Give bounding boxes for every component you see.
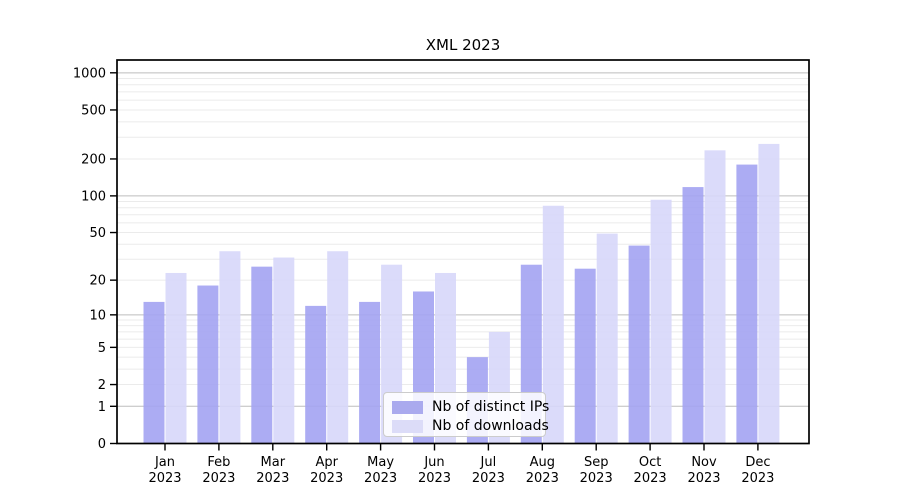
x-tick-label-month: Feb [207,455,230,470]
x-tick-label-month: May [367,455,394,470]
bar-mar-downloads [273,257,295,444]
bar-dec-ips [736,164,758,444]
x-tick-label-month: Oct [639,455,661,470]
y-tick-label: 0 [98,437,106,452]
legend-item-downloads: Nb of downloads [392,417,549,435]
bar-feb-downloads [219,251,241,444]
legend-item-distinct-ips: Nb of distinct IPs [392,398,549,416]
bar-oct-downloads [650,199,672,444]
x-axis: Jan2023Feb2023Mar2023Apr2023May2023Jun20… [148,443,774,486]
x-tick-label-year: 2023 [202,471,235,486]
bar-feb-ips [197,285,219,444]
y-tick-label: 10 [89,308,106,323]
y-tick-label: 5 [98,341,106,356]
x-tick-label-month: Sep [584,455,609,470]
chart-title: XML 2023 [425,36,501,54]
x-tick-label-month: Nov [691,455,717,470]
y-tick-label: 200 [81,152,106,167]
y-tick-label: 50 [89,226,106,241]
bar-sep-ips [574,268,596,444]
x-tick-label-year: 2023 [472,471,505,486]
x-tick-label-year: 2023 [310,471,343,486]
bar-sep-downloads [596,233,618,444]
x-tick-label-year: 2023 [687,471,720,486]
y-tick-label: 1000 [73,66,106,81]
x-tick-label-month: Jun [423,455,444,470]
bar-nov-ips [682,187,704,444]
legend-label-downloads: Nb of downloads [432,418,549,434]
x-tick-label-year: 2023 [526,471,559,486]
x-tick-label-year: 2023 [634,471,667,486]
plot-border [116,59,810,445]
bar-oct-ips [628,245,650,444]
x-tick-label-year: 2023 [580,471,613,486]
bar-jan-ips [143,301,165,444]
x-tick-label-year: 2023 [418,471,451,486]
y-tick-label: 20 [89,274,106,289]
x-tick-label-month: Jul [480,455,497,470]
x-tick-label-month: Apr [315,455,338,470]
x-tick-label-month: Dec [745,455,770,470]
bar-apr-ips [305,305,327,444]
bar-apr-downloads [327,251,349,444]
x-tick-label-year: 2023 [364,471,397,486]
y-axis: 0 1 2 5 10 20 50 100 200 500 1000 [73,66,117,452]
x-tick-label-year: 2023 [741,471,774,486]
bar-mar-ips [251,266,273,444]
y-tick-label: 500 [81,103,106,118]
x-tick-label-month: Aug [530,455,555,470]
x-tick-label-month: Mar [261,455,286,470]
y-tick-label: 100 [81,189,106,204]
legend-swatch-downloads [392,419,423,433]
legend-label-distinct-ips: Nb of distinct IPs [432,399,550,415]
x-tick-label-year: 2023 [256,471,289,486]
x-tick-label-year: 2023 [148,471,181,486]
legend-swatch-distinct-ips [392,400,423,414]
bar-dec-downloads [758,143,780,444]
legend: Nb of distinct IPs Nb of downloads [383,392,549,437]
bar-nov-downloads [704,150,726,444]
bar-may-ips [359,301,381,444]
y-tick-label: 1 [98,400,106,415]
bar-jan-downloads [165,272,187,444]
x-tick-label-month: Jan [154,455,175,470]
bar-aug-downloads [542,205,564,444]
y-tick-label: 2 [98,378,106,393]
